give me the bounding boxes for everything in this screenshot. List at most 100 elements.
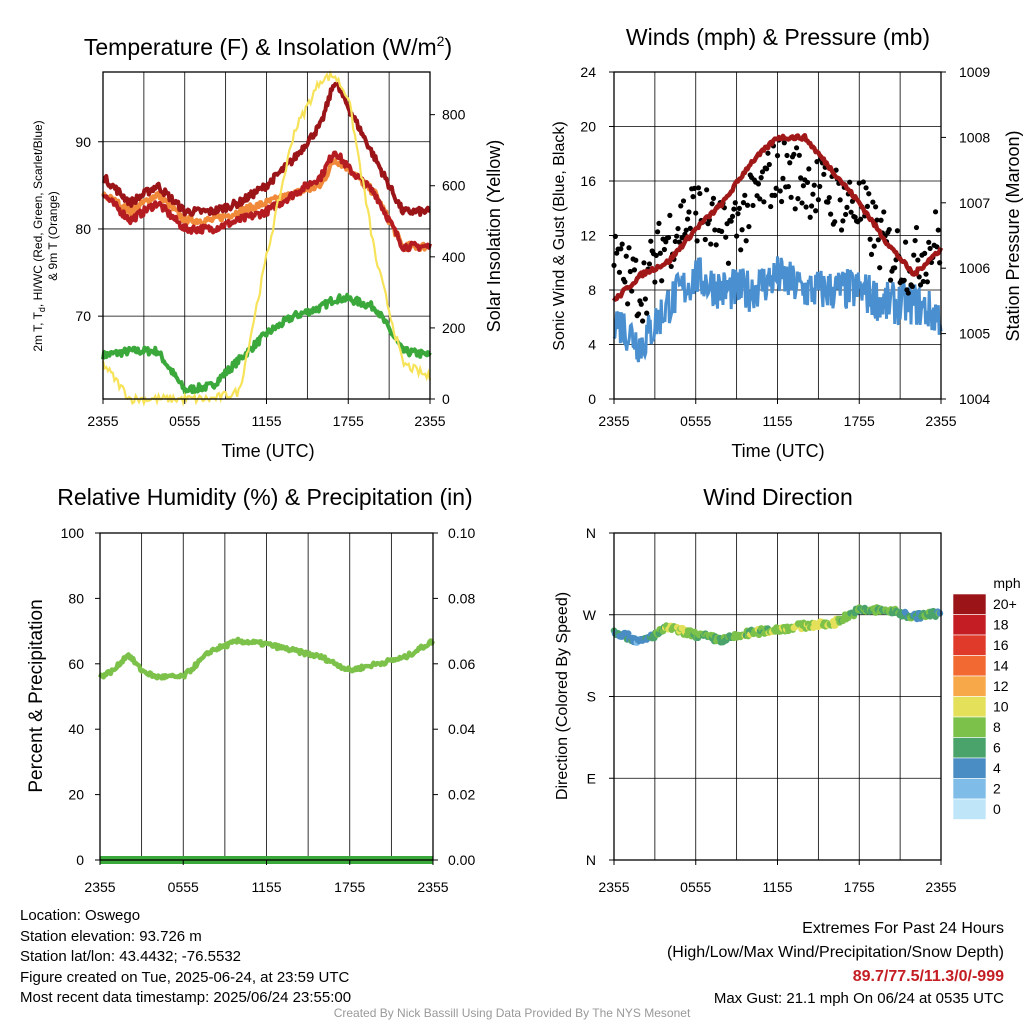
- winds-ylabel-right: Station Pressure (Maroon): [1003, 130, 1023, 341]
- gust-point: [665, 234, 672, 241]
- direction-point: [936, 609, 944, 617]
- gust-point: [709, 201, 715, 207]
- gust-point: [810, 191, 816, 197]
- temp-xtick-label: 1755: [333, 413, 364, 429]
- legend-swatch: [952, 778, 987, 800]
- gust-point: [694, 238, 700, 244]
- legend-swatch: [952, 798, 987, 820]
- dir-xtick-label: 2355: [925, 879, 956, 895]
- gust-point: [780, 175, 786, 181]
- gust-point: [894, 228, 901, 234]
- gust-point: [866, 191, 872, 197]
- gust-point: [772, 192, 778, 198]
- gust-point: [713, 242, 719, 248]
- gust-point: [652, 279, 658, 285]
- gust-point: [821, 171, 827, 177]
- gust-point: [848, 209, 854, 215]
- gust-point: [791, 151, 797, 157]
- gust-point: [795, 196, 801, 202]
- temp-ytick-left-label: 90: [75, 134, 91, 150]
- gust-point: [838, 227, 845, 233]
- gust-point: [738, 247, 744, 253]
- gust-point: [755, 181, 762, 187]
- gust-point: [676, 239, 683, 245]
- gust-point: [691, 185, 697, 191]
- gust-point: [719, 228, 725, 234]
- wind-speed-line: [612, 256, 943, 363]
- gust-point: [655, 229, 661, 235]
- gust-point: [683, 227, 689, 233]
- gust-point: [924, 279, 930, 285]
- gust-point: [746, 223, 752, 230]
- gust-point: [631, 267, 638, 273]
- legend-label: 14: [993, 658, 1009, 674]
- gust-point: [878, 217, 884, 223]
- gust-point: [702, 236, 708, 243]
- dir-legend: 20+ 18 16 14 12 10 8 6 4 2 0: [952, 593, 1017, 820]
- gust-point: [844, 204, 850, 210]
- gust-point: [886, 226, 892, 233]
- temp-max-line: [101, 81, 431, 217]
- legend-label: 2: [993, 781, 1001, 797]
- winds-ytick-right-label: 1008: [959, 129, 990, 145]
- gust-point: [761, 199, 767, 205]
- temp-ylabel-left-line1: 2m T, Td, HI/WC (Red, Green, Scarlet/Blu…: [31, 120, 47, 351]
- legend-label: 16: [993, 637, 1009, 653]
- gust-point: [808, 203, 815, 209]
- gust-point: [871, 243, 877, 249]
- temp-ticks: 2355 0555 1155 1755 2355 70 80 90 0 200 400 600 800: [75, 107, 465, 429]
- station-info: Location: Oswego Station elevation: 93.7…: [20, 906, 351, 1009]
- gust-point: [920, 278, 926, 285]
- gust-point: [653, 252, 659, 259]
- temp-ytick-right-label: 600: [442, 178, 466, 194]
- gust-point: [935, 227, 941, 233]
- temp-panel: Temperature (F) & Insolation (W/m2) 2355…: [31, 33, 504, 461]
- gust-point: [867, 236, 873, 242]
- gust-point: [781, 140, 787, 146]
- gust-point: [826, 195, 832, 201]
- pressure-line: [612, 132, 944, 303]
- rh-ytick-left-label: 60: [68, 656, 84, 672]
- gust-point: [690, 194, 696, 200]
- dir-ytick-label: W: [583, 607, 597, 623]
- gust-point: [923, 271, 929, 277]
- gust-point: [686, 209, 692, 215]
- legend-label: 8: [993, 719, 1001, 735]
- dewpoint-line: [101, 292, 432, 395]
- gust-point: [877, 265, 883, 271]
- legend-swatch: [952, 655, 987, 677]
- winds-ytick-right-label: 1005: [959, 326, 990, 342]
- gust-point: [627, 268, 633, 275]
- winds-ytick-right-label: 1004: [959, 391, 990, 407]
- gust-point: [614, 250, 620, 256]
- winds-xtick-label: 0555: [680, 413, 711, 429]
- temp-ylabel-right: Solar Insolation (Yellow): [484, 140, 504, 332]
- gust-point: [712, 227, 718, 233]
- gust-point: [743, 238, 749, 244]
- legend-swatch: [952, 675, 987, 697]
- gust-point: [759, 169, 766, 175]
- gust-point: [892, 265, 898, 271]
- gust-point: [840, 218, 846, 224]
- gust-point: [798, 175, 804, 181]
- winds-gridlines: [613, 71, 942, 400]
- gust-point: [740, 200, 747, 206]
- rh-xtick-label: 1155: [251, 879, 281, 895]
- gust-point: [680, 198, 687, 204]
- rh-xtick-label: 2355: [417, 879, 448, 895]
- gust-point: [731, 206, 737, 212]
- gust-point: [881, 209, 887, 215]
- dir-ytick-label: N: [586, 852, 596, 868]
- gust-point: [635, 311, 642, 317]
- temp-xtick-label: 2355: [87, 413, 118, 429]
- winds-ytick-right-label: 1006: [959, 260, 990, 276]
- extremes-subtitle: (High/Low/Max Wind/Precipitation/Snow De…: [666, 944, 1004, 961]
- gust-point: [622, 279, 628, 285]
- gust-point: [728, 218, 734, 224]
- gust-point: [672, 238, 678, 245]
- gust-point: [870, 199, 876, 205]
- gust-point: [693, 210, 699, 216]
- gust-point: [800, 183, 806, 189]
- temp-ytick-left-label: 70: [75, 308, 91, 324]
